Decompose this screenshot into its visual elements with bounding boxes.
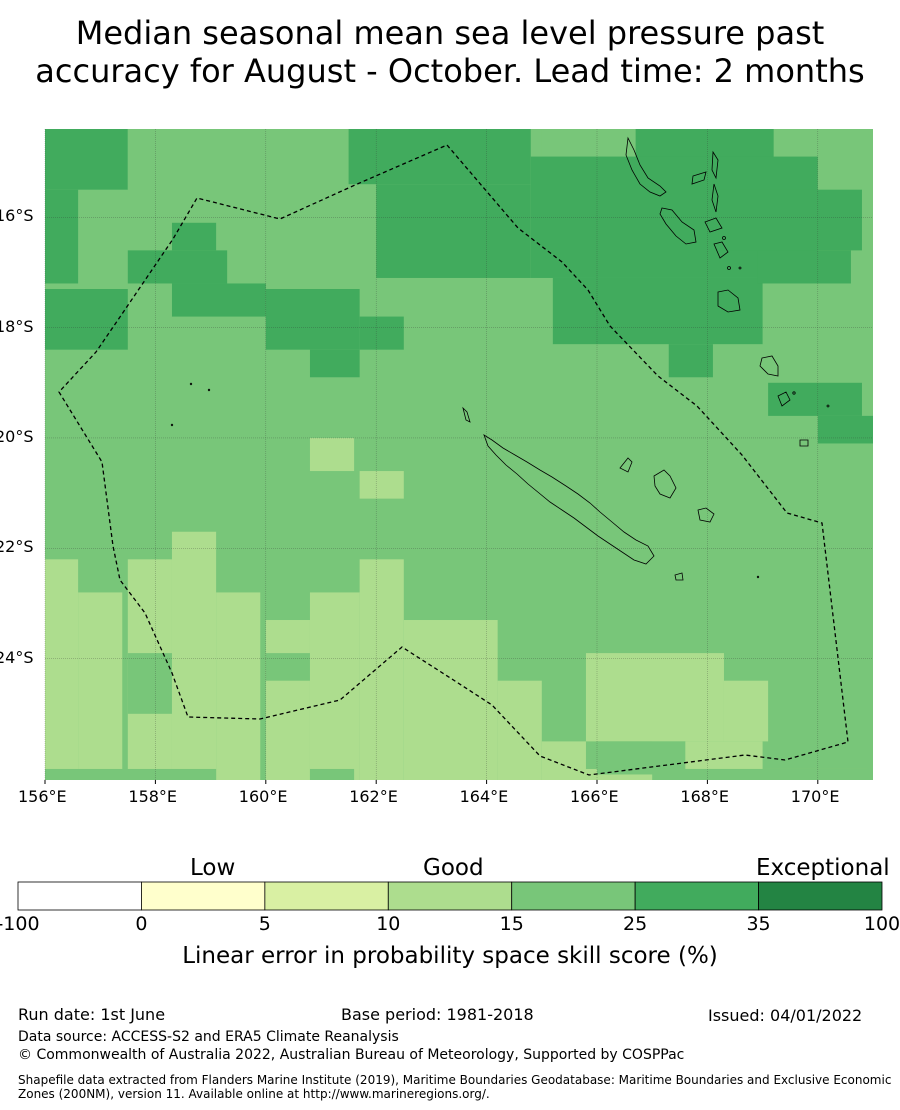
- grid-cell: [45, 129, 128, 190]
- grid-cell: [45, 189, 79, 284]
- lon-tick-label: 164°E: [459, 787, 509, 806]
- data-source: Data source: ACCESS-S2 and ERA5 Climate …: [18, 1029, 399, 1045]
- grid-cell: [265, 653, 310, 681]
- grid-cell: [376, 184, 531, 278]
- grid-cell: [359, 471, 404, 499]
- title-line-2: accuracy for August - October. Lead time…: [35, 52, 865, 90]
- grid-cell: [757, 250, 851, 284]
- lat-tick-label: 22°S: [0, 537, 34, 557]
- grid-cell: [552, 277, 763, 345]
- isle-of-pines: [674, 572, 684, 581]
- colorbar-category-exceptional: Exceptional: [756, 855, 890, 881]
- colorbar-tick-label: 10: [376, 913, 401, 935]
- grid-cell: [45, 288, 128, 350]
- eez-boundary: [58, 144, 849, 776]
- copyright: © Commonwealth of Australia 2022, Austra…: [18, 1047, 685, 1063]
- skill-grid: [45, 129, 873, 780]
- grid-cell: [171, 531, 217, 780]
- grid-cell: [768, 382, 862, 416]
- lon-tick-label: 166°E: [570, 787, 619, 806]
- grid-cell: [309, 349, 360, 378]
- colorbar-swatch: [634, 881, 759, 911]
- grid-cell: [359, 316, 404, 350]
- colorbar-swatch: [141, 881, 266, 911]
- axis-ticks: [44, 780, 819, 784]
- colorbar-tick-label: -100: [0, 913, 40, 935]
- lon-tick-label: 160°E: [238, 787, 288, 806]
- loyalty-islands: [619, 457, 715, 523]
- colorbar-tick-label: 25: [623, 913, 648, 935]
- grid-cell: [723, 680, 769, 742]
- lat-tick-label: 16°S: [0, 206, 34, 226]
- grid-cell: [652, 768, 868, 780]
- run-date: Run date: 1st June: [18, 1005, 166, 1024]
- colorbar-tick-label: 0: [135, 913, 148, 935]
- colorbar: [17, 881, 883, 911]
- lon-tick-label: 158°E: [128, 787, 178, 806]
- grid-cell: [127, 250, 228, 284]
- colorbar-tick-label: 15: [499, 913, 524, 935]
- small-islets: [170, 236, 830, 579]
- issued-date: Issued: 04/01/2022: [708, 1006, 863, 1025]
- lon-tick-label: 162°E: [349, 787, 398, 806]
- colorbar-category-good: Good: [423, 855, 484, 881]
- lon-tick-label: 156°E: [18, 787, 67, 806]
- colorbar-label: Linear error in probability space skill …: [182, 943, 718, 969]
- colorbar-category-low: Low: [190, 855, 236, 881]
- colorbar-swatch: [511, 881, 636, 911]
- grid-cell: [216, 592, 261, 780]
- grid-cell: [171, 222, 217, 251]
- grid-cell: [585, 653, 724, 742]
- lat-tick-label: 18°S: [0, 316, 34, 336]
- colorbar-swatch: [17, 881, 142, 911]
- lat-tick-label: 20°S: [0, 426, 34, 446]
- lon-tick-label: 170°E: [790, 787, 840, 806]
- colorbar-swatch: [758, 881, 883, 911]
- lon-tick-label: 168°E: [680, 787, 730, 806]
- grid-cell: [45, 559, 79, 780]
- lat-tick-label: 24°S: [0, 647, 34, 667]
- colorbar-tick-label: 5: [258, 913, 271, 935]
- colorbar-tick-label: 100: [863, 913, 900, 935]
- grid-cell: [403, 620, 498, 780]
- grid-cell: [718, 189, 862, 251]
- grid-cell: [265, 288, 360, 350]
- grid-cell: [127, 129, 349, 190]
- colorbar-swatch: [264, 881, 389, 911]
- title-line-1: Median seasonal mean sea level pressure …: [75, 14, 825, 52]
- grid-cell: [171, 283, 266, 317]
- grid-cell: [45, 768, 217, 780]
- map-figure: [44, 129, 873, 784]
- grid-cell: [541, 129, 636, 157]
- grid-cell: [359, 559, 404, 780]
- colorbar-swatch: [387, 881, 513, 911]
- grid-cell: [78, 592, 123, 780]
- grid-cell: [817, 415, 873, 444]
- grid-cell: [309, 592, 360, 780]
- shapefile-credit: Shapefile data extracted from Flanders M…: [18, 1073, 892, 1101]
- grid-cell: [668, 344, 713, 378]
- colorbar-tick-label: 35: [746, 913, 771, 935]
- grid-cell: [265, 620, 310, 780]
- base-period: Base period: 1981-2018: [341, 1005, 534, 1024]
- new-caledonia-coastline: [483, 434, 655, 565]
- grid-cell: [127, 653, 172, 714]
- vanuatu-coastline: [625, 136, 809, 447]
- grid-cell: [309, 437, 355, 472]
- grid-cell: [597, 741, 686, 775]
- map-title: Median seasonal mean sea level pressure …: [0, 14, 900, 90]
- graticule: [44, 129, 873, 780]
- grid-cell: [309, 768, 355, 780]
- grid-cell: [348, 129, 531, 185]
- belep-islands: [462, 406, 471, 423]
- grid-cell: [497, 680, 542, 780]
